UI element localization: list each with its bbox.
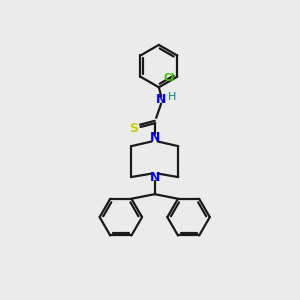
Text: N: N <box>156 93 166 106</box>
Text: N: N <box>149 131 160 144</box>
Text: H: H <box>168 92 177 102</box>
Text: S: S <box>130 122 139 135</box>
Text: N: N <box>149 171 160 184</box>
Text: Cl: Cl <box>163 73 175 82</box>
